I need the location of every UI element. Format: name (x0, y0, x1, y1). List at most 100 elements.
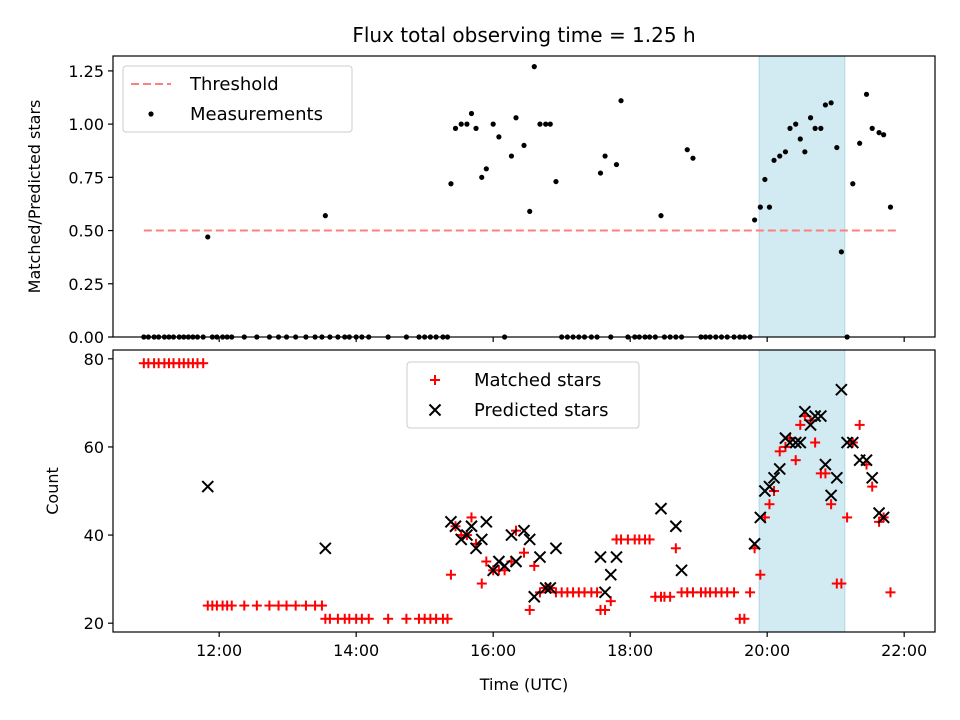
measurement-point (597, 170, 604, 176)
matched-point (755, 569, 766, 580)
measurement-point (448, 181, 454, 187)
measurement-point (787, 125, 793, 131)
measurement-point (771, 157, 777, 163)
measurement-point (468, 110, 475, 117)
matched-point (729, 587, 740, 598)
measurement-point (812, 125, 818, 131)
predicted-point (846, 436, 860, 449)
series-matched-stars (138, 358, 896, 624)
measurement-point (777, 153, 783, 159)
predicted-point (449, 520, 462, 533)
measurement-point (322, 213, 328, 219)
y-axis-label: Count (43, 467, 62, 515)
legend-box (122, 65, 353, 133)
panel-2: 12:00 14:00 16:00 18:00 20:00 22:00 20 40 60 80 Co… (43, 349, 936, 694)
matched-point (251, 600, 262, 611)
predicted-point (814, 409, 828, 423)
predicted-point (860, 453, 873, 467)
matched-point (363, 613, 374, 624)
predicted-point (505, 528, 518, 542)
measurement-point (473, 125, 479, 131)
measurement-point (613, 161, 620, 168)
predicted-point (808, 409, 822, 423)
measurement-point (479, 174, 485, 180)
matched-point (383, 613, 394, 624)
measurement-point (793, 121, 799, 127)
predicted-point (866, 471, 879, 484)
matched-point (774, 446, 785, 457)
predicted-point (498, 559, 511, 573)
measurement-point (887, 204, 894, 210)
legend: Matched stars Predicted stars (406, 361, 640, 429)
predicted-point (486, 564, 500, 577)
predicted-point (523, 533, 536, 546)
predicted-point (798, 405, 812, 418)
measurement-point (797, 136, 803, 142)
measurement-point (850, 181, 856, 187)
matched-point (316, 600, 327, 611)
panel-1: 0.00 0.25 0.50 0.75 1.00 1.25 Flux total obser… (25, 23, 936, 347)
matched-point (885, 587, 896, 598)
x-tick-label: 12:00 (196, 641, 242, 660)
predicted-point (549, 542, 563, 555)
matched-point (644, 534, 655, 545)
y-tick-label: 80 (84, 350, 104, 369)
measurement-point (537, 121, 543, 127)
measurement-point (458, 121, 464, 127)
measurement-point (527, 208, 533, 215)
legend-marker (430, 375, 440, 385)
matched-point (445, 569, 456, 580)
predicted-point (748, 537, 761, 551)
predicted-point (509, 555, 523, 568)
matched-point (836, 578, 847, 589)
matched-point (519, 547, 529, 558)
y-tick-label: 40 (84, 526, 104, 545)
predicted-point (783, 436, 797, 449)
measurement-point (513, 115, 519, 121)
measurement-point (876, 130, 882, 136)
predicted-point (877, 511, 890, 524)
legend-label: Predicted stars (474, 400, 608, 421)
measurement-point (543, 121, 549, 127)
matched-point (842, 512, 853, 523)
observing-span (758, 55, 846, 338)
measurement-point (531, 64, 537, 70)
measurement-point (838, 249, 844, 255)
measurement-point (752, 217, 758, 223)
y-tick-label: 60 (84, 438, 104, 457)
predicted-point (475, 533, 488, 546)
legend-label: Matched stars (474, 370, 601, 391)
matched-point (854, 419, 865, 430)
matched-point (764, 499, 775, 510)
measurement-point (869, 125, 875, 131)
legend-marker (428, 403, 442, 417)
predicted-point (539, 581, 552, 595)
matched-point (442, 613, 453, 624)
predicted-point (824, 489, 838, 502)
matched-point (239, 600, 250, 611)
predicted-point (669, 520, 683, 533)
measurement-point (863, 91, 870, 97)
measurement-point (822, 102, 829, 108)
x-tick-label: 14:00 (333, 641, 379, 660)
predicted-point (480, 515, 493, 529)
matched-point (665, 591, 676, 602)
x-axis-label: Time (UTC) (479, 675, 568, 694)
measurement-point (205, 234, 211, 240)
matched-point (524, 604, 535, 615)
matched-point (670, 543, 681, 554)
y-tick-label: 0.75 (68, 168, 104, 187)
measurement-point (490, 121, 496, 127)
matched-point (605, 596, 616, 607)
measurement-point (857, 140, 863, 146)
matched-point (529, 560, 540, 571)
matched-point (810, 437, 821, 448)
predicted-point (533, 550, 547, 564)
chart-title: Flux total observing time = 1.25 h (352, 23, 695, 47)
predicted-point (804, 418, 817, 432)
predicted-point (604, 568, 617, 581)
measurement-point (602, 153, 608, 159)
matched-point (600, 604, 611, 615)
plot-frame (112, 349, 936, 633)
